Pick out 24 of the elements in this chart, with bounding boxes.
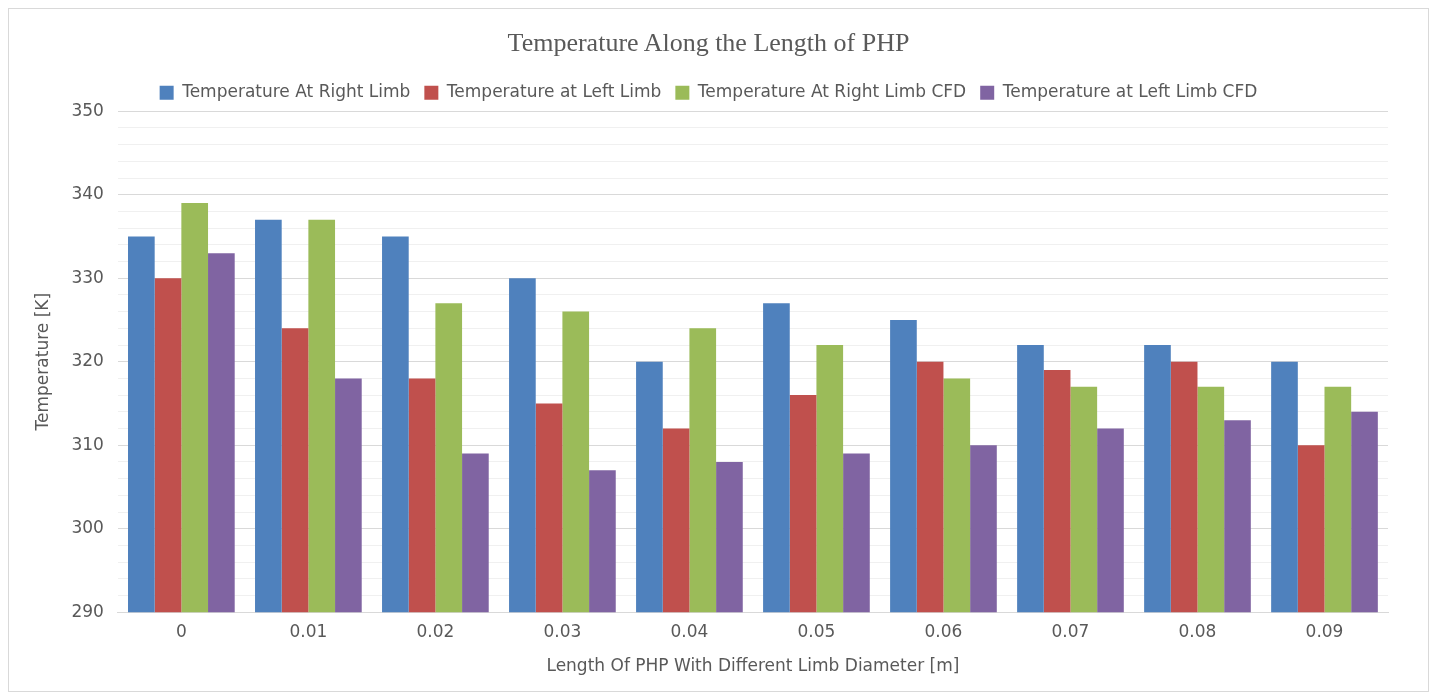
x-tick-label: 0.08	[1178, 620, 1217, 641]
x-tick-label: 0.03	[543, 620, 582, 641]
x-tick-label: 0.07	[1051, 620, 1090, 641]
x-tick-label: 0.04	[670, 620, 709, 641]
y-tick-label: 290	[71, 600, 104, 621]
legend-label: Temperature at Left Limb CFD	[1001, 81, 1258, 102]
x-axis-title: Length Of PHP With Different Limb Diameter [m]	[546, 655, 960, 676]
y-tick-label: 350	[71, 99, 104, 120]
legend-label: Temperature at Left Limb	[445, 81, 662, 102]
y-tick-label: 340	[71, 183, 104, 204]
x-tick-label: 0.06	[924, 620, 963, 641]
y-axis-title: Temperature [K]	[31, 292, 52, 432]
x-tick-label: 0	[175, 620, 187, 641]
legend-label: Temperature At Right Limb CFD	[696, 81, 967, 102]
chart-title: Temperature Along the Length of PHP	[507, 28, 910, 58]
x-tick-label: 0.05	[797, 620, 836, 641]
x-tick-label: 0.02	[416, 620, 455, 641]
legend-label: Temperature At Right Limb	[181, 81, 411, 102]
x-tick-label: 0.09	[1305, 620, 1344, 641]
y-tick-label: 320	[71, 350, 104, 371]
x-tick-label: 0.01	[289, 620, 328, 641]
y-tick-label: 310	[71, 433, 104, 454]
y-tick-label: 300	[71, 517, 104, 538]
y-tick-label: 330	[71, 266, 104, 287]
